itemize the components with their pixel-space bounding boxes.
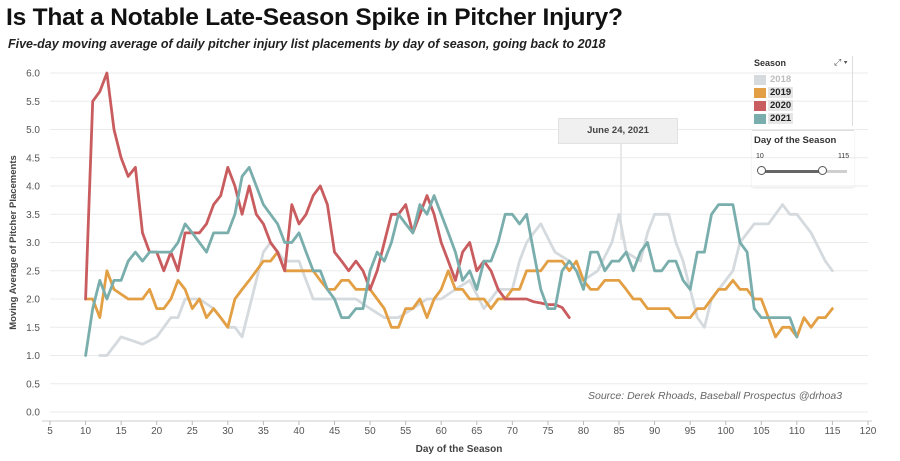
y-tick-label: 4.0 — [26, 182, 40, 193]
legend-title: Season — [754, 58, 787, 68]
x-tick-label: 10 — [80, 426, 92, 437]
y-tick-label: 6.0 — [26, 69, 40, 80]
x-tick-label: 45 — [329, 426, 341, 437]
x-tick-label: 100 — [717, 426, 734, 437]
series-line-2018 — [98, 203, 834, 357]
x-tick-label: 25 — [187, 426, 199, 437]
legend-label: 2020 — [768, 100, 794, 111]
x-tick-label: 15 — [116, 426, 128, 437]
y-tick-label: 0.5 — [26, 379, 40, 390]
legend-swatch — [754, 114, 766, 124]
chart-subtitle: Five-day moving average of daily pitcher… — [8, 37, 606, 51]
legend-label: 2021 — [768, 113, 794, 124]
slider-fill — [761, 170, 823, 173]
y-tick-label: 5.5 — [26, 97, 40, 108]
series-line-2021 — [84, 165, 799, 357]
x-tick-label: 20 — [151, 426, 163, 437]
y-tick-label: 3.5 — [26, 210, 40, 221]
x-tick-label: 50 — [365, 426, 377, 437]
day-range-filter: Day of the Season 10 115 — [752, 130, 854, 187]
x-tick-label: 95 — [685, 426, 697, 437]
x-tick-label: 85 — [613, 426, 625, 437]
date-tooltip: June 24, 2021 — [558, 118, 678, 144]
legend-item-2020[interactable]: 2020 — [752, 100, 848, 112]
x-tick-label: 70 — [507, 426, 519, 437]
x-tick-label: 30 — [222, 426, 234, 437]
y-axis-title: Moving Average of Pitcher Placements — [8, 155, 19, 330]
x-tick-label: 110 — [789, 426, 805, 437]
x-tick-label: 40 — [293, 426, 305, 437]
x-tick-label: 75 — [542, 426, 554, 437]
y-tick-label: 1.5 — [26, 323, 40, 334]
legend-label: 2018 — [770, 74, 792, 85]
y-tick-label: 4.5 — [26, 153, 40, 164]
legend-item-2021[interactable]: 2021 — [752, 113, 848, 125]
series-line-2020 — [84, 71, 571, 320]
x-tick-label: 80 — [578, 426, 590, 437]
x-tick-label: 120 — [860, 426, 877, 437]
legend-label: 2019 — [768, 87, 794, 98]
filter-title: Day of the Season — [754, 135, 837, 146]
x-tick-label: 55 — [400, 426, 412, 437]
y-tick-label: 5.0 — [26, 125, 40, 136]
legend-swatch — [754, 88, 766, 98]
legend-item-2018[interactable]: 2018 — [752, 74, 848, 86]
x-tick-label: 65 — [471, 426, 483, 437]
x-tick-label: 35 — [258, 426, 270, 437]
x-tick-label: 105 — [753, 426, 770, 437]
x-tick-label: 115 — [824, 426, 840, 437]
legend-menu-icon[interactable]: ⤢ ▾ — [834, 57, 848, 67]
series-line-2019 — [84, 250, 834, 339]
y-tick-label: 2.0 — [26, 295, 40, 306]
x-tick-label: 90 — [649, 426, 661, 437]
season-legend: Season ⤢ ▾ 2018 2019 2020 2021 — [752, 56, 853, 126]
slider-end-handle[interactable] — [818, 166, 828, 175]
legend-swatch — [754, 75, 766, 85]
y-tick-label: 2.5 — [26, 266, 40, 277]
x-tick-label: 60 — [436, 426, 448, 437]
y-tick-label: 0.0 — [26, 408, 40, 419]
x-tick-label: 5 — [47, 426, 53, 437]
legend-item-2019[interactable]: 2019 — [752, 87, 848, 99]
slider-start-handle[interactable] — [757, 166, 766, 175]
y-tick-label: 3.0 — [26, 238, 40, 249]
y-tick-label: 1.0 — [26, 351, 40, 362]
x-axis-title: Day of the Season — [416, 444, 503, 455]
legend-swatch — [754, 101, 766, 111]
chart-title: Is That a Notable Late-Season Spike in P… — [6, 4, 623, 31]
filter-min-label: 10 — [756, 153, 764, 160]
source-note: Source: Derek Rhoads, Baseball Prospectu… — [588, 390, 843, 402]
filter-max-label: 115 — [838, 153, 850, 160]
